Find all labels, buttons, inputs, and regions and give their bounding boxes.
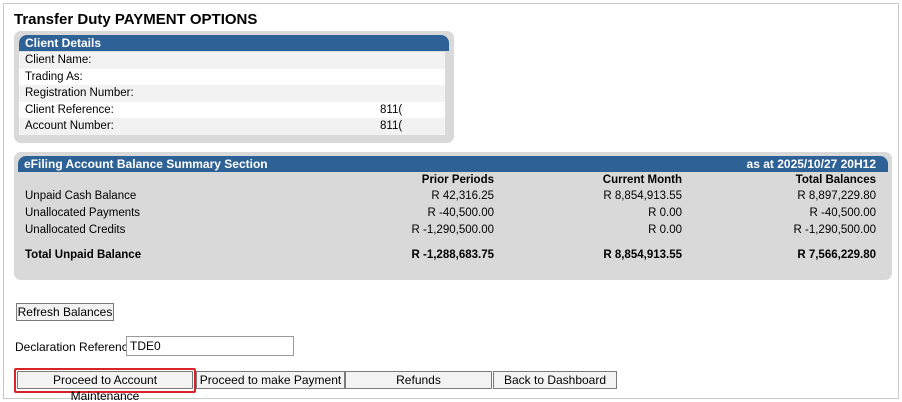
total-current-value: R 8,854,913.55 [603, 249, 682, 261]
account-number-label: Account Number: [25, 120, 114, 132]
balance-as-at: as at 2025/10/27 20H12 [746, 157, 876, 171]
prior-value: R -40,500.00 [427, 207, 495, 219]
total-prior-value: R -1,288,683.75 [411, 249, 494, 261]
current-value: R 0.00 [648, 224, 682, 236]
table-row: Unallocated Credits R -1,290,500.00 R 0.… [14, 222, 892, 238]
balance-summary-header: eFiling Account Balance Summary Section … [18, 156, 888, 172]
client-row-account: Account Number: 811( [19, 118, 445, 135]
table-row: Unallocated Payments R -40,500.00 R 0.00… [14, 205, 892, 221]
client-details-table: Client Name: Trading As: Registration Nu… [19, 52, 445, 135]
client-details-header: Client Details [19, 35, 449, 51]
client-name-label: Client Name: [25, 54, 92, 66]
page-title: Transfer Duty PAYMENT OPTIONS [14, 11, 258, 28]
balance-summary-title: eFiling Account Balance Summary Section [24, 157, 268, 171]
table-row: Unpaid Cash Balance R 42,316.25 R 8,854,… [14, 188, 892, 204]
row-label: Unpaid Cash Balance [25, 190, 137, 202]
proceed-account-maintenance-button[interactable]: Proceed to Account Maintenance [17, 371, 193, 402]
account-number-value: 811( [380, 120, 403, 132]
total-total-value: R 7,566,229.80 [797, 249, 876, 261]
total-value: R 8,897,229.80 [797, 190, 876, 202]
col-current-month: Current Month [602, 174, 682, 186]
col-prior-periods: Prior Periods [421, 174, 494, 186]
client-reference-value: 811( [380, 103, 403, 116]
row-label: Unallocated Payments [25, 207, 141, 219]
prior-value: R 42,316.25 [431, 190, 494, 202]
total-value: R -1,290,500.00 [793, 224, 876, 236]
client-row-trading-as: Trading As: [19, 68, 445, 85]
proceed-make-payment-button[interactable]: Proceed to make Payment [196, 371, 345, 389]
current-value: R 8,854,913.55 [603, 190, 682, 202]
total-unpaid-row: Total Unpaid Balance R -1,288,683.75 R 8… [14, 247, 892, 263]
col-total-balances: Total Balances [795, 174, 876, 186]
client-row-registration: Registration Number: [19, 85, 445, 102]
client-row-reference: Client Reference: 811( [19, 101, 445, 118]
total-value: R -40,500.00 [809, 207, 877, 219]
prior-value: R -1,290,500.00 [411, 224, 494, 236]
back-to-dashboard-button[interactable]: Back to Dashboard [493, 371, 617, 389]
current-value: R 0.00 [648, 207, 682, 219]
client-reference-label: Client Reference: [25, 103, 114, 116]
client-details-panel: Client Details Client Name: Trading As: … [14, 31, 454, 143]
page-frame: Transfer Duty PAYMENT OPTIONS Client Det… [3, 3, 899, 402]
balance-column-headers: Prior Periods Current Month Total Balanc… [14, 172, 892, 188]
client-row-name: Client Name: [19, 52, 445, 69]
row-label: Unallocated Credits [25, 224, 126, 236]
refunds-button[interactable]: Refunds [345, 371, 492, 389]
total-label: Total Unpaid Balance [25, 249, 142, 261]
registration-number-label: Registration Number: [25, 87, 134, 99]
declaration-reference-label: Declaration Reference [15, 340, 135, 354]
highlight-outline [14, 368, 196, 393]
declaration-reference-input[interactable] [126, 336, 294, 356]
trading-as-label: Trading As: [25, 70, 83, 83]
balance-summary-panel: eFiling Account Balance Summary Section … [14, 152, 892, 280]
refresh-balances-button[interactable]: Refresh Balances [16, 303, 114, 321]
